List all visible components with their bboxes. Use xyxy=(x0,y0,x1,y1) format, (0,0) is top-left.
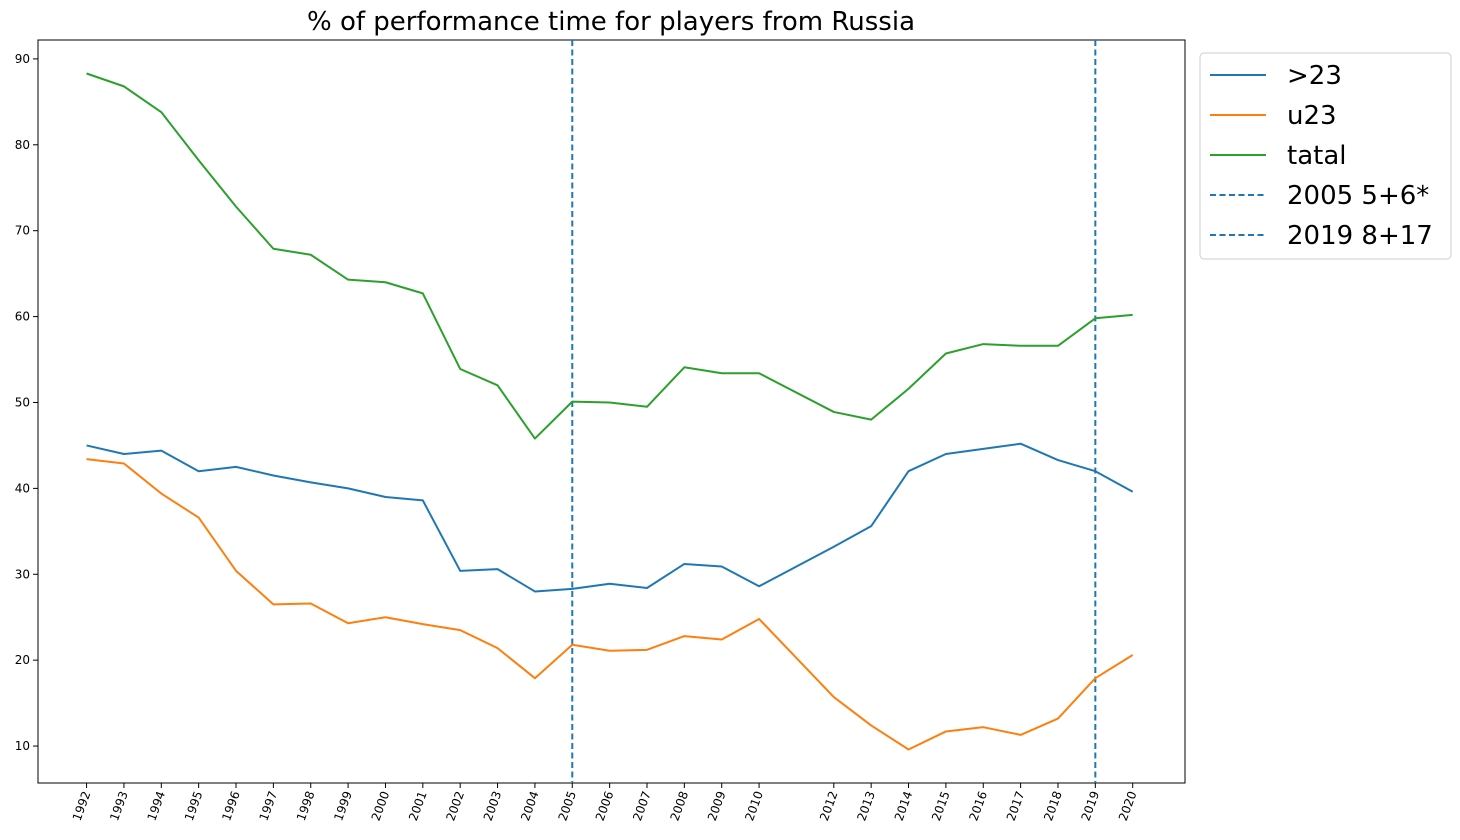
y-tick-label: 90 xyxy=(15,52,30,66)
series-line-0 xyxy=(86,442,1134,593)
y-tick-label: 10 xyxy=(15,739,30,753)
legend-box xyxy=(1199,52,1452,260)
x-tick-label: 2012 xyxy=(817,789,841,822)
x-tick-label: 2004 xyxy=(518,789,542,822)
vertical-lines xyxy=(571,40,1097,783)
y-tick-label: 80 xyxy=(15,138,30,152)
x-tick-label: 1999 xyxy=(331,789,355,822)
x-tick-label: 2003 xyxy=(481,789,505,822)
y-tick-label: 20 xyxy=(15,653,30,667)
x-tick-label: 1992 xyxy=(70,789,94,822)
x-tick-label: 2000 xyxy=(369,789,393,822)
x-tick-label: 2008 xyxy=(668,789,692,822)
x-tick-label: 2006 xyxy=(593,789,617,822)
x-tick-label: 2015 xyxy=(929,789,953,822)
legend-label: 2005 5+6* xyxy=(1287,181,1429,211)
x-tick-label: 2002 xyxy=(443,789,467,822)
legend-label: >23 xyxy=(1287,61,1342,91)
series-line-1 xyxy=(86,458,1134,751)
legend: >23 u23 tatal 2005 5+6* 2019 8+17 xyxy=(1199,52,1452,260)
legend-label: tatal xyxy=(1287,141,1346,171)
legend-label: 2019 8+17 xyxy=(1287,221,1433,251)
x-tick-label: 1995 xyxy=(182,789,206,822)
x-tick-label: 2020 xyxy=(1116,789,1140,822)
plot-frame xyxy=(37,39,1186,784)
y-tick-label: 40 xyxy=(15,481,30,495)
x-tick-label: 1998 xyxy=(294,789,318,822)
x-tick-label: 2009 xyxy=(705,789,729,822)
x-tick-label: 2013 xyxy=(854,789,878,822)
x-tick-label: 2018 xyxy=(1041,789,1065,822)
x-tick-label: 1996 xyxy=(219,789,243,822)
y-tick-label: 50 xyxy=(15,395,30,409)
series-line-2 xyxy=(86,72,1133,440)
y-tick-label: 70 xyxy=(15,224,30,238)
x-tick-label: 1994 xyxy=(145,789,169,822)
series-lines xyxy=(86,72,1134,751)
x-tick-label: 2016 xyxy=(966,789,990,822)
x-tick-label: 1997 xyxy=(257,789,281,822)
x-tick-label: 2010 xyxy=(742,789,766,822)
x-axis: 1992 1993 1994 1995 1996 1997 1998 1999 2000 2001… xyxy=(70,783,1140,823)
y-tick-label: 30 xyxy=(15,567,30,581)
x-tick-label: 2017 xyxy=(1004,789,1028,822)
x-tick-label: 2014 xyxy=(892,789,916,822)
legend-label: u23 xyxy=(1287,101,1337,131)
x-tick-label: 2007 xyxy=(630,789,654,822)
plot-area xyxy=(37,39,1186,784)
y-tick-label: 60 xyxy=(15,310,30,324)
x-tick-label: 2001 xyxy=(406,789,430,822)
x-tick-label: 1993 xyxy=(107,789,131,822)
chart-title: % of performance time for players from R… xyxy=(307,7,915,37)
x-tick-label: 2019 xyxy=(1079,789,1103,822)
y-axis: 10 20 30 40 50 60 70 80 90 xyxy=(15,52,38,753)
x-tick-label: 2005 xyxy=(555,789,579,822)
